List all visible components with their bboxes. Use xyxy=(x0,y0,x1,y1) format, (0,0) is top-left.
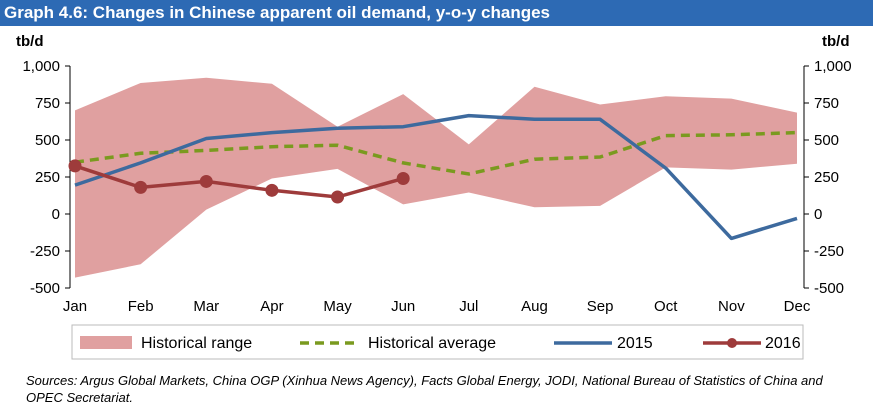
chart-title: Graph 4.6: Changes in Chinese apparent o… xyxy=(0,0,873,26)
x-tick-label: Oct xyxy=(654,298,678,315)
y-tick-label-left: -250 xyxy=(30,243,60,260)
historical-range-band xyxy=(75,77,797,278)
series-2016-point xyxy=(396,171,410,185)
series-2016-point xyxy=(199,174,213,188)
y-axis-unit-left: tb/d xyxy=(16,33,44,50)
x-tick-labels: Jan Feb Mar Apr May Jun Jul Aug Sep Oct Nov Dec xyxy=(63,298,811,315)
legend-label-historical-range: Historical range xyxy=(141,335,252,352)
x-tick-label: Aug xyxy=(521,298,548,315)
chart-canvas: tb/d tb/d -500 -250 0 250 500 750 1,000 -500 -2… xyxy=(16,33,852,360)
y-tick-label-left: 0 xyxy=(52,206,60,223)
x-tick-label: Apr xyxy=(260,298,283,315)
x-tick-label: Nov xyxy=(718,298,745,315)
x-tick-label: May xyxy=(323,298,352,315)
y-tick-labels-left: -500 -250 0 250 500 750 1,000 xyxy=(22,58,60,297)
y-tick-labels-right: -500 -250 0 250 500 750 1,000 xyxy=(814,58,852,297)
x-tick-label: Mar xyxy=(193,298,219,315)
y-axis-unit-right: tb/d xyxy=(822,33,850,50)
y-tick-label-left: 250 xyxy=(35,169,60,186)
x-tick-label: Feb xyxy=(128,298,154,315)
legend-label-2016: 2016 xyxy=(765,335,801,352)
y-tick-label-left: 750 xyxy=(35,95,60,112)
x-tick-label: Sep xyxy=(587,298,614,315)
y-tick-label-right: -500 xyxy=(814,280,844,297)
x-tick-label: Jul xyxy=(459,298,478,315)
y-tick-label-right: 1,000 xyxy=(814,58,852,75)
series-2016-markers xyxy=(68,159,410,204)
x-tick-label: Jun xyxy=(391,298,415,315)
y-tick-label-left: 500 xyxy=(35,132,60,149)
y-tick-label-right: 750 xyxy=(814,95,839,112)
source-note: Sources: Argus Global Markets, China OGP… xyxy=(26,373,823,405)
y-tick-label-left: -500 xyxy=(30,280,60,297)
tick-marks xyxy=(65,65,809,289)
historical-average-line xyxy=(74,130,798,176)
series-2016-point xyxy=(134,180,148,194)
series-2016-point xyxy=(68,159,82,173)
y-tick-label-right: 0 xyxy=(814,206,822,223)
y-tick-label-left: 1,000 xyxy=(22,58,60,75)
series-2015-line xyxy=(74,113,798,241)
series-2016-line xyxy=(74,164,404,199)
x-tick-label: Dec xyxy=(784,298,811,315)
y-tick-label-right: 500 xyxy=(814,132,839,149)
legend-box xyxy=(71,324,804,360)
legend-label-2015: 2015 xyxy=(617,335,653,352)
series-2016-point xyxy=(331,190,345,204)
x-tick-label: Jan xyxy=(63,298,87,315)
legend-swatch-historical-range xyxy=(80,336,132,349)
y-tick-label-right: -250 xyxy=(814,243,844,260)
y-tick-label-right: 250 xyxy=(814,169,839,186)
legend-swatch-2016-marker xyxy=(727,338,737,348)
legend-label-historical-average: Historical average xyxy=(368,335,496,352)
series-2016-point xyxy=(265,183,279,197)
